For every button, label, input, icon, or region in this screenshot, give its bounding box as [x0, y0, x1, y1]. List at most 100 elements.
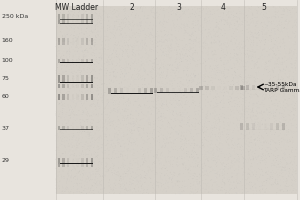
Point	[159, 152, 164, 155]
Point	[147, 93, 152, 97]
Point	[154, 180, 159, 183]
Point	[212, 42, 217, 45]
Point	[257, 39, 262, 42]
Point	[224, 40, 229, 43]
Point	[133, 98, 138, 101]
Point	[274, 96, 278, 99]
Point	[145, 69, 150, 72]
Point	[280, 169, 284, 173]
Point	[276, 36, 281, 39]
Point	[92, 98, 96, 101]
Point	[54, 57, 59, 60]
Point	[248, 92, 253, 96]
Point	[212, 159, 216, 163]
Point	[179, 85, 184, 88]
Point	[223, 165, 227, 168]
Point	[78, 106, 83, 109]
Point	[230, 133, 235, 136]
Point	[137, 34, 142, 38]
Point	[85, 23, 90, 26]
Point	[257, 55, 262, 59]
Point	[288, 131, 292, 134]
Point	[212, 119, 217, 123]
Point	[108, 128, 113, 131]
Point	[92, 38, 97, 41]
Point	[86, 77, 91, 80]
Point	[292, 43, 297, 46]
Point	[93, 73, 98, 76]
Point	[205, 183, 210, 187]
Point	[288, 118, 292, 122]
Point	[209, 183, 214, 186]
Point	[79, 102, 83, 105]
Point	[80, 84, 85, 87]
Point	[291, 168, 296, 171]
Bar	[72, 158, 74, 164]
Point	[250, 185, 255, 189]
Point	[238, 85, 242, 88]
Point	[84, 20, 88, 23]
Point	[142, 121, 147, 125]
Point	[64, 25, 69, 28]
Point	[268, 96, 273, 100]
Point	[67, 55, 72, 58]
Point	[272, 22, 276, 26]
Point	[179, 183, 184, 186]
Point	[191, 51, 196, 55]
Point	[113, 36, 118, 40]
Point	[133, 176, 138, 179]
Point	[92, 44, 96, 47]
Point	[137, 104, 142, 107]
Point	[199, 174, 204, 177]
Point	[193, 162, 198, 165]
Point	[213, 175, 218, 178]
Point	[154, 127, 159, 130]
Point	[77, 170, 82, 174]
Point	[260, 82, 265, 85]
Point	[96, 166, 101, 169]
Point	[251, 49, 256, 52]
Point	[160, 26, 164, 29]
Point	[85, 51, 90, 54]
Point	[157, 73, 162, 76]
Point	[156, 61, 161, 64]
Point	[110, 162, 115, 165]
Point	[82, 102, 86, 105]
Point	[252, 76, 257, 79]
Point	[180, 47, 185, 50]
Point	[71, 165, 76, 168]
Point	[218, 140, 223, 143]
Point	[179, 100, 184, 103]
Point	[218, 48, 223, 51]
Point	[248, 53, 253, 56]
Point	[158, 94, 162, 97]
Point	[158, 164, 163, 167]
Point	[170, 186, 175, 189]
Point	[113, 119, 118, 122]
Point	[219, 42, 224, 45]
Point	[191, 158, 196, 161]
Point	[167, 184, 172, 187]
Point	[253, 175, 258, 178]
Point	[208, 100, 213, 103]
Point	[125, 114, 130, 117]
Point	[130, 132, 135, 135]
Point	[229, 159, 234, 162]
Point	[142, 77, 147, 80]
Point	[225, 118, 230, 121]
Point	[123, 172, 128, 175]
Point	[69, 169, 74, 172]
Point	[116, 133, 121, 136]
Point	[148, 149, 153, 152]
Point	[219, 21, 224, 24]
Point	[256, 142, 260, 145]
Point	[123, 102, 128, 105]
Point	[220, 179, 225, 182]
Point	[85, 161, 90, 165]
Point	[293, 84, 298, 88]
Point	[203, 47, 208, 50]
Point	[274, 65, 279, 68]
Point	[269, 183, 274, 187]
Point	[63, 69, 68, 72]
Point	[68, 154, 73, 157]
